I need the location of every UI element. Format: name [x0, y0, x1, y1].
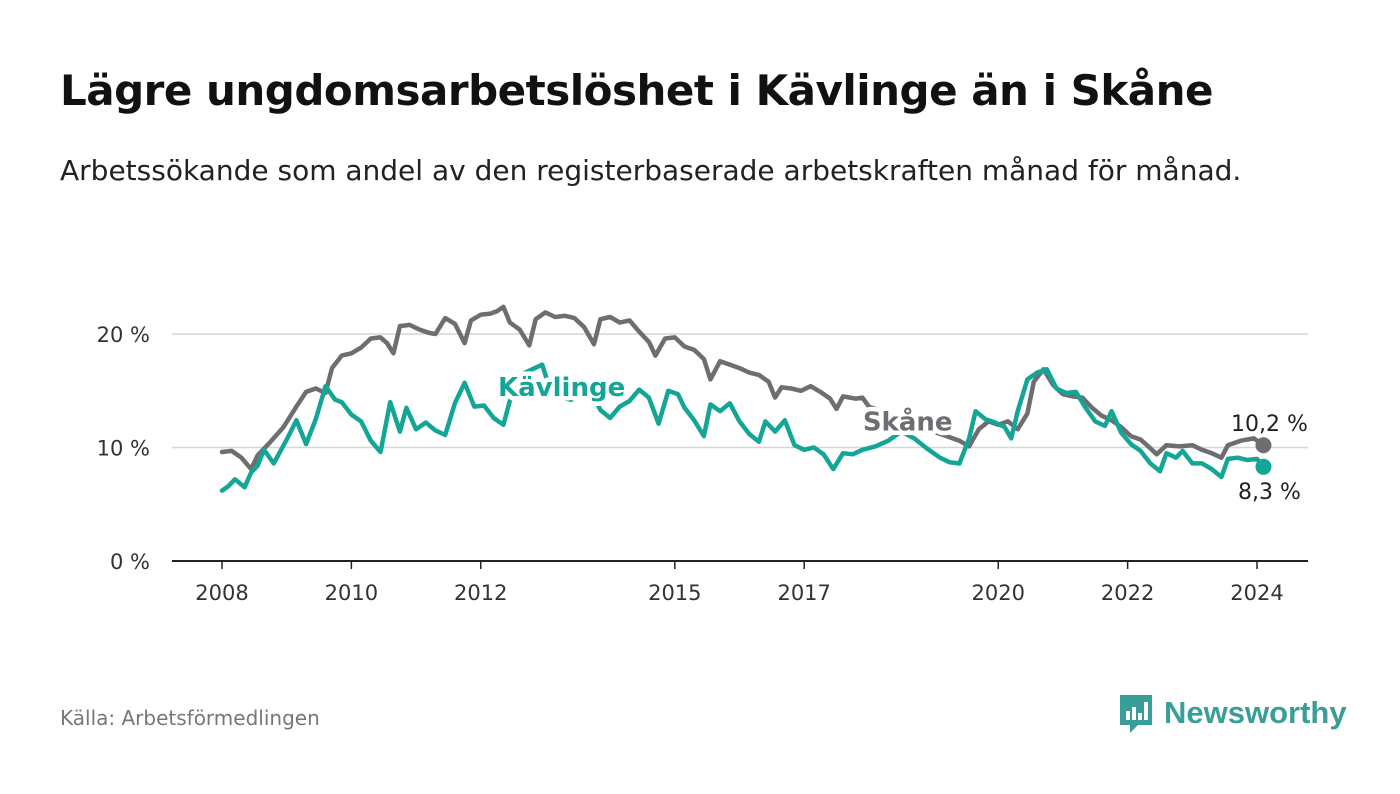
series-line-kävlinge: [219, 362, 1266, 493]
series-name-label: Skåne: [863, 405, 953, 437]
brand-name: Newsworthy: [1164, 695, 1347, 730]
x-tick-label: 2010: [325, 581, 378, 605]
chart-title: Lägre ungdomsarbetslöshet i Kävlinge än …: [60, 66, 1214, 115]
series-labels: Kävlinge Skåne 10,2 % 8,3 %: [493, 369, 1310, 508]
gridlines: [172, 333, 1308, 449]
series-name-label: Kävlinge: [498, 373, 625, 403]
source-note: Källa: Arbetsförmedlingen: [60, 706, 320, 730]
x-tick-label: 2024: [1230, 581, 1283, 605]
end-value-label: 8,3 %: [1238, 480, 1301, 505]
x-tick-label: 2022: [1101, 581, 1154, 605]
y-tick-label: 0 %: [110, 550, 150, 574]
end-point-skåne: [1255, 437, 1272, 454]
x-tick-label: 2008: [195, 581, 248, 605]
end-value-label: 10,2 %: [1231, 412, 1308, 437]
y-tick-label: 10 %: [97, 437, 150, 461]
axes: 0 % 10 % 20 % 2008 2010 2012 2015 2017 2020 2022 2…: [97, 323, 1308, 605]
chart-subtitle: Arbetssökande som andel av den registerb…: [60, 154, 1242, 187]
newsworthy-logo[interactable]: Newsworthy: [1118, 690, 1347, 736]
x-tick-label: 2012: [454, 581, 507, 605]
series-lines: [219, 304, 1272, 493]
series-line-skåne: [219, 304, 1266, 472]
x-tick-label: 2020: [972, 581, 1025, 605]
bar-chart-icon: [1118, 693, 1154, 733]
x-tick-label: 2015: [648, 581, 701, 605]
y-tick-label: 20 %: [97, 323, 150, 347]
end-point-kävlinge: [1255, 458, 1272, 475]
x-tick-label: 2017: [777, 581, 830, 605]
